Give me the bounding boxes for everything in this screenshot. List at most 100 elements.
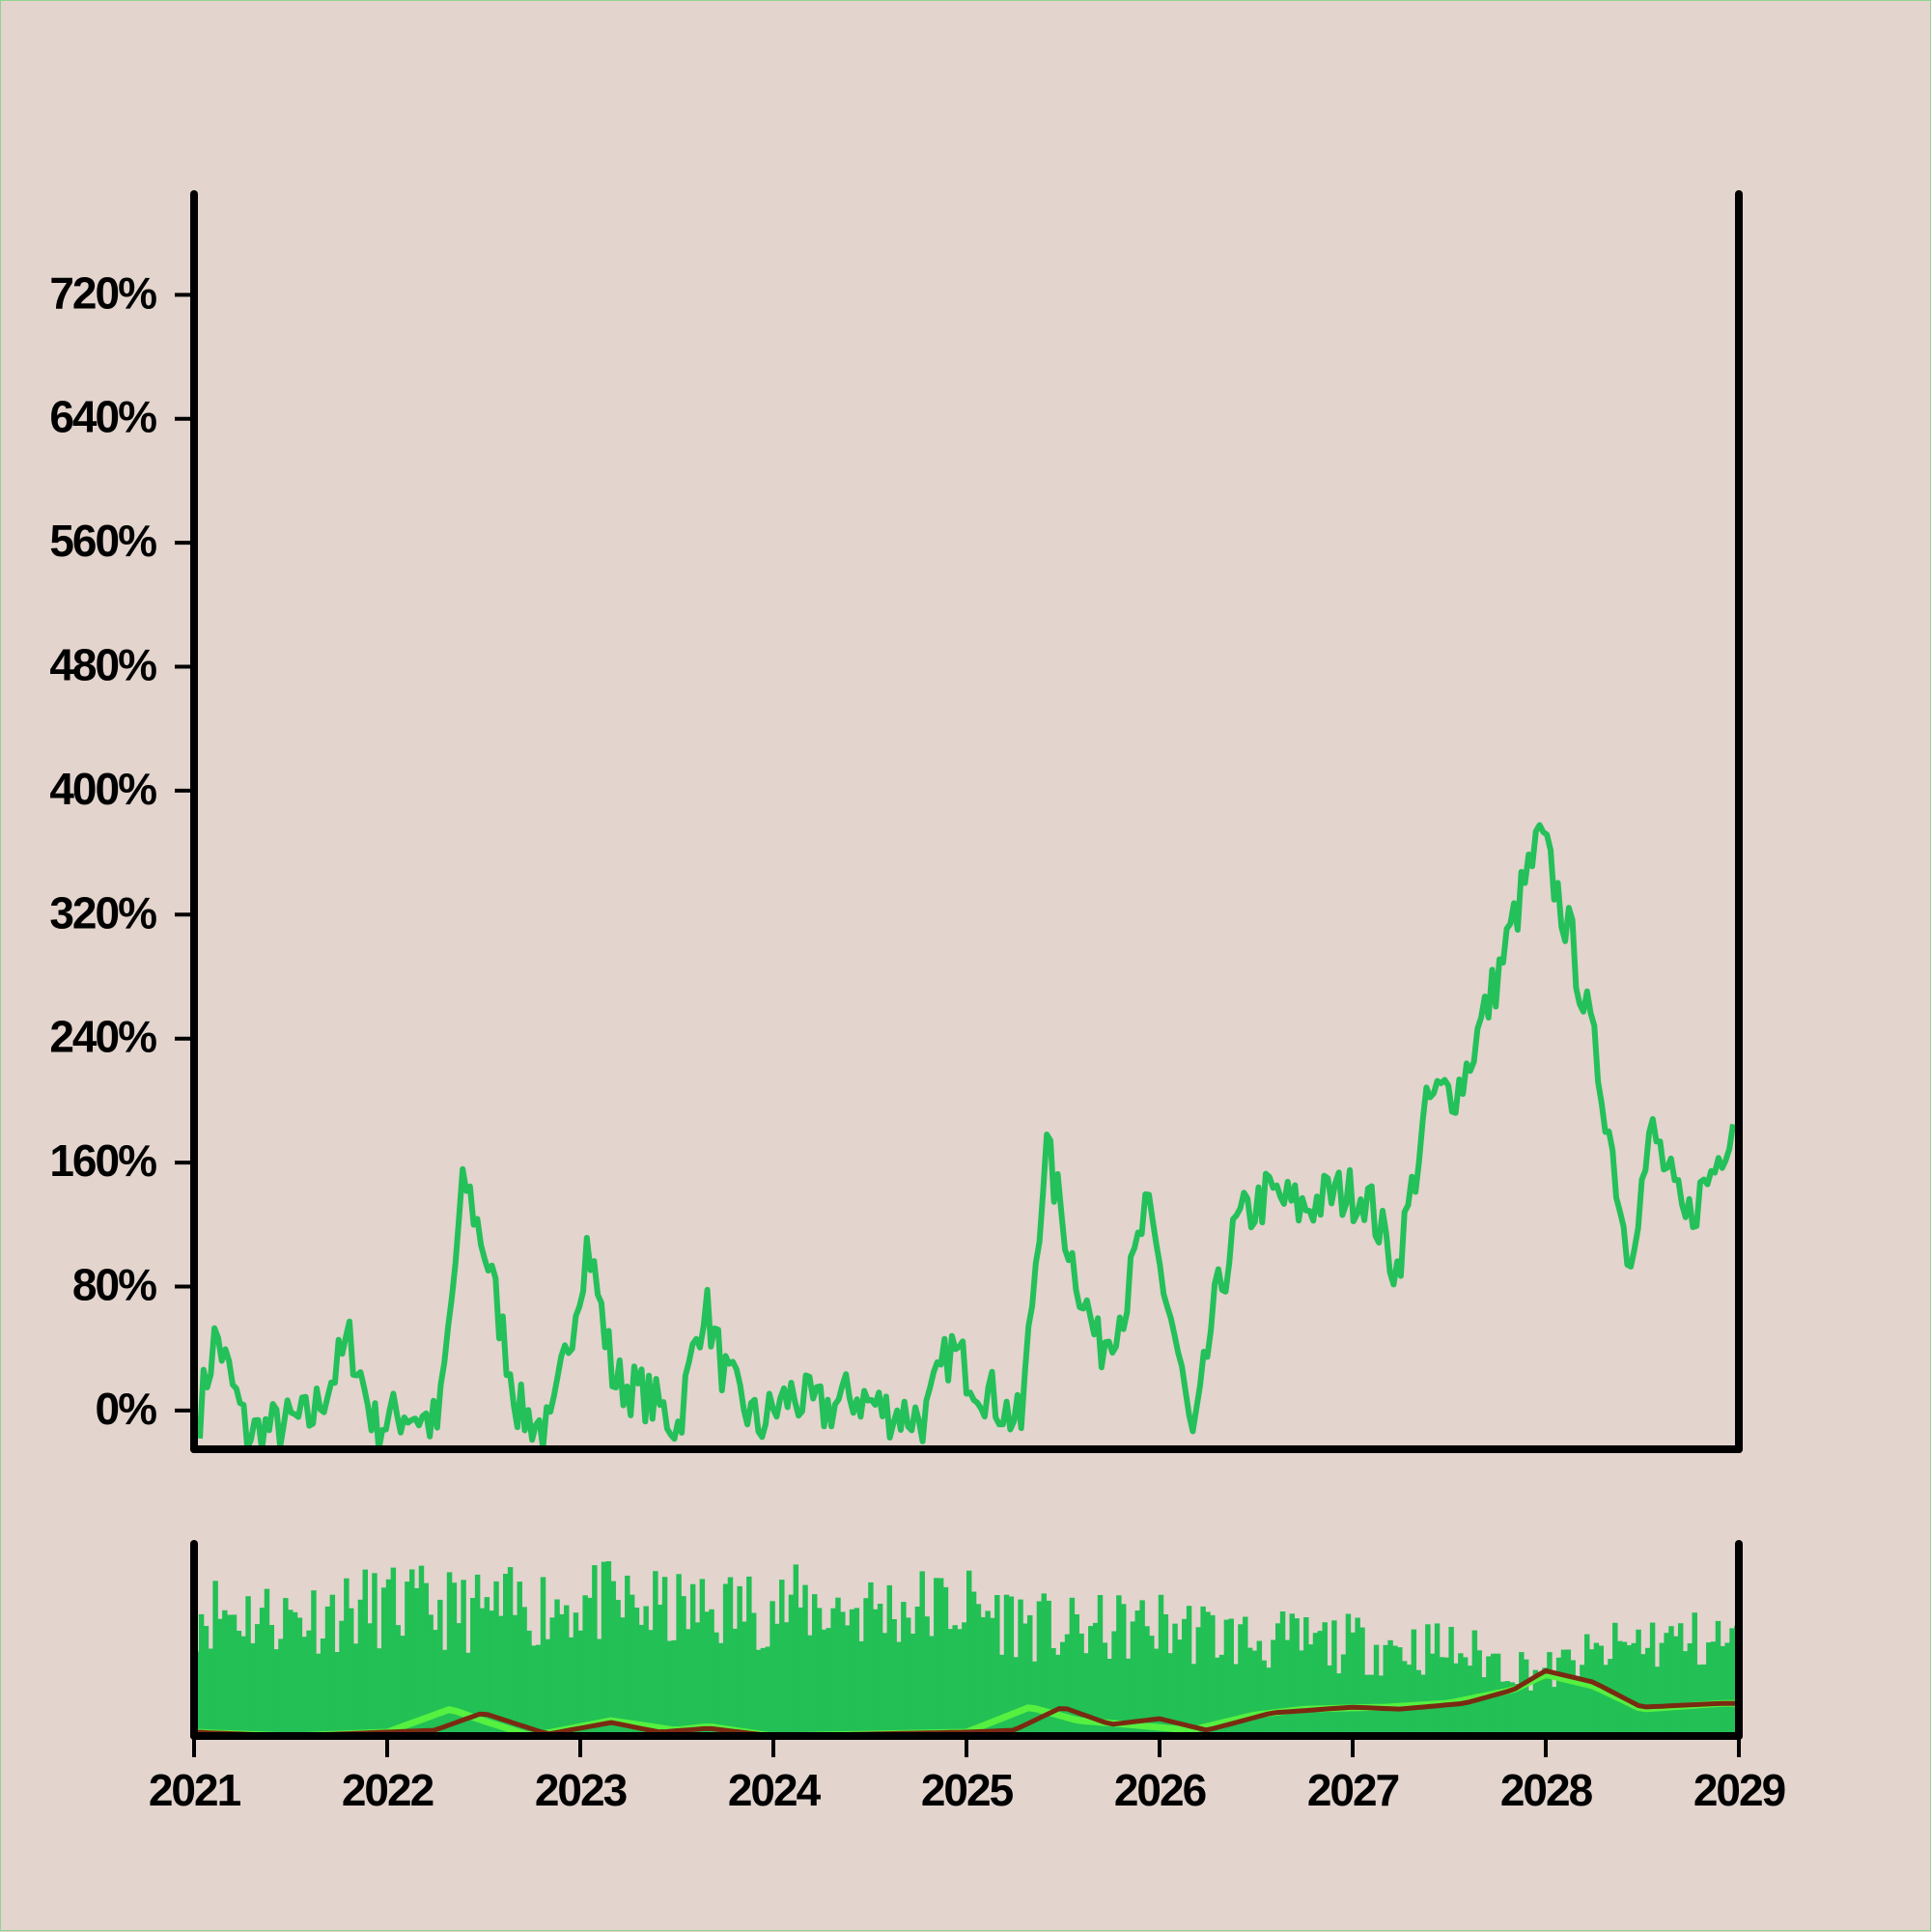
volume-bar [1059, 1641, 1066, 1736]
volume-bar [1616, 1640, 1623, 1736]
volume-bar [1088, 1626, 1094, 1736]
volume-bar [362, 1569, 368, 1736]
y-tick-label: 560% [49, 516, 156, 566]
volume-bar [648, 1630, 654, 1736]
volume-bar [292, 1611, 298, 1736]
volume-bar [849, 1609, 855, 1736]
volume-bar [1519, 1652, 1525, 1736]
volume-bar [1064, 1634, 1071, 1736]
volume-bar [658, 1605, 663, 1736]
volume-bar [1434, 1623, 1441, 1736]
volume-bar [1448, 1627, 1454, 1736]
volume-bar [380, 1587, 387, 1736]
volume-bar [1218, 1654, 1225, 1736]
volume-bar [559, 1613, 565, 1736]
volume-bar [1177, 1639, 1183, 1736]
volume-bar [1162, 1614, 1169, 1736]
volume-bar [802, 1584, 808, 1736]
volume-bar [372, 1573, 378, 1736]
volume-bar [601, 1561, 607, 1736]
volume-bar [830, 1608, 836, 1736]
volume-bar [1013, 1657, 1019, 1736]
volume-bar [1715, 1620, 1721, 1736]
volume-bar [774, 1623, 780, 1736]
volume-bar [1256, 1640, 1263, 1736]
y-tick-label: 480% [49, 640, 156, 690]
volume-bar [531, 1645, 537, 1736]
volume-bar [1205, 1611, 1211, 1736]
volume-bar [1570, 1660, 1576, 1736]
volume-bar [835, 1597, 841, 1736]
volume-bar [587, 1597, 593, 1736]
volume-bar [1246, 1647, 1253, 1736]
volume-bar [896, 1641, 902, 1736]
volume-bar [858, 1640, 864, 1736]
volume-bar [357, 1599, 364, 1736]
volume-bar [255, 1624, 261, 1736]
volume-bar [1710, 1641, 1717, 1736]
volume-bar [320, 1638, 326, 1736]
volume-bar [1649, 1622, 1656, 1736]
volume-bar [1271, 1639, 1276, 1736]
volume-bar [1097, 1595, 1104, 1736]
volume-bar [1532, 1669, 1539, 1736]
volume-bar [990, 1617, 995, 1736]
volume-bar [709, 1609, 714, 1736]
volume-bar [1499, 1681, 1506, 1736]
volume-bar [240, 1636, 246, 1736]
volume-bar [1294, 1618, 1300, 1736]
volume-bar [1261, 1660, 1267, 1736]
volume-bar [1677, 1623, 1684, 1736]
volume-bar [975, 1604, 982, 1736]
volume-bar [1018, 1599, 1023, 1736]
volume-bar [1355, 1617, 1360, 1736]
volume-bar [1149, 1636, 1155, 1736]
volume-bar [349, 1608, 354, 1736]
volume-bar [625, 1575, 630, 1736]
volume-bar [1387, 1639, 1393, 1736]
volume-bar [1383, 1644, 1388, 1736]
volume-bar [770, 1601, 775, 1736]
volume-bar [1481, 1677, 1487, 1736]
volume-bar [643, 1606, 649, 1736]
volume-bar [1139, 1600, 1145, 1736]
volume-bar [942, 1586, 949, 1736]
volume-bar [451, 1582, 458, 1736]
y-tick-label: 160% [49, 1135, 156, 1186]
volume-bar [512, 1614, 518, 1736]
volume-bar [1621, 1641, 1628, 1736]
volume-bar [1527, 1690, 1534, 1736]
volume-bar [245, 1596, 251, 1736]
volume-bar [226, 1614, 233, 1736]
volume-bar [577, 1630, 584, 1736]
volume-bar [474, 1574, 481, 1736]
volume-bar [1158, 1594, 1164, 1736]
volume-bar [844, 1625, 851, 1736]
volume-bar [1331, 1620, 1337, 1736]
volume-bar [1050, 1648, 1056, 1736]
volume-bar [1631, 1642, 1637, 1736]
volume-bar [1223, 1619, 1230, 1736]
volume-bar [1724, 1642, 1730, 1736]
volume-bar [413, 1587, 420, 1736]
volume-bar [554, 1599, 560, 1736]
volume-bar [1041, 1593, 1048, 1736]
volume-bar [699, 1579, 706, 1736]
x-tick-label: 2023 [535, 1765, 627, 1815]
volume-bar [283, 1598, 289, 1736]
volume-bar [1116, 1595, 1122, 1736]
volume-bar [250, 1642, 256, 1736]
volume-bar [816, 1608, 823, 1736]
volume-bar [503, 1574, 509, 1736]
volume-bar [615, 1600, 621, 1736]
volume-bar [1327, 1665, 1332, 1736]
volume-bar [489, 1610, 494, 1736]
y-tick-label: 720% [49, 267, 156, 318]
volume-bar [441, 1649, 448, 1736]
volume-bar [1102, 1642, 1108, 1736]
volume-bar [316, 1653, 322, 1736]
volume-bar [1692, 1612, 1697, 1736]
volume-bar [1083, 1653, 1089, 1736]
volume-bar [306, 1630, 312, 1736]
volume-bar [1317, 1631, 1324, 1736]
